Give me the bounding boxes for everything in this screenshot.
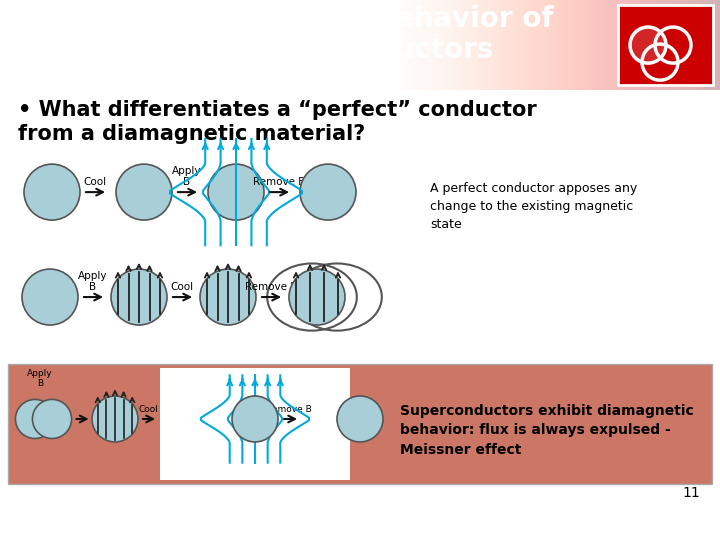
Text: Diamagnetic Behavior of
Superconductors: Diamagnetic Behavior of Superconductors bbox=[167, 5, 553, 64]
Circle shape bbox=[232, 396, 278, 442]
Bar bbox=[618, 5, 713, 85]
Circle shape bbox=[300, 164, 356, 220]
Circle shape bbox=[289, 269, 345, 325]
Text: Cool: Cool bbox=[171, 282, 194, 292]
Text: Remove B: Remove B bbox=[253, 177, 305, 187]
Circle shape bbox=[24, 164, 80, 220]
Text: Superconductors exhibit diamagnetic
behavior: flux is always expulsed -
Meissner: Superconductors exhibit diamagnetic beha… bbox=[400, 404, 694, 457]
Text: Apply
B: Apply B bbox=[27, 369, 53, 388]
Circle shape bbox=[32, 400, 71, 438]
FancyBboxPatch shape bbox=[8, 364, 712, 484]
Text: 11: 11 bbox=[683, 486, 700, 500]
Text: Cool: Cool bbox=[138, 405, 158, 414]
Text: • What differentiates a “perfect” conductor
from a diamagnetic material?: • What differentiates a “perfect” conduc… bbox=[18, 100, 536, 144]
Circle shape bbox=[116, 164, 172, 220]
Text: Fundamental Accelerator Theory, Simulations and Measurement Lab – Michigan State: Fundamental Accelerator Theory, Simulati… bbox=[84, 522, 636, 530]
Text: A perfect conductor apposes any
change to the existing magnetic
state: A perfect conductor apposes any change t… bbox=[430, 182, 637, 231]
Text: Cool: Cool bbox=[84, 177, 107, 187]
Text: Remove B: Remove B bbox=[245, 282, 297, 292]
Circle shape bbox=[111, 269, 167, 325]
Circle shape bbox=[15, 400, 55, 438]
Text: Apply
B: Apply B bbox=[172, 166, 202, 187]
Circle shape bbox=[200, 269, 256, 325]
Circle shape bbox=[208, 164, 264, 220]
Circle shape bbox=[22, 269, 78, 325]
Text: Superconductivity
for Accelerators
S. Prestemon: Superconductivity for Accelerators S. Pr… bbox=[8, 12, 91, 45]
FancyBboxPatch shape bbox=[160, 368, 350, 480]
Text: Apply
B: Apply B bbox=[78, 271, 108, 292]
Circle shape bbox=[630, 27, 666, 63]
Circle shape bbox=[337, 396, 383, 442]
Text: Remove B: Remove B bbox=[266, 405, 312, 414]
Circle shape bbox=[92, 396, 138, 442]
